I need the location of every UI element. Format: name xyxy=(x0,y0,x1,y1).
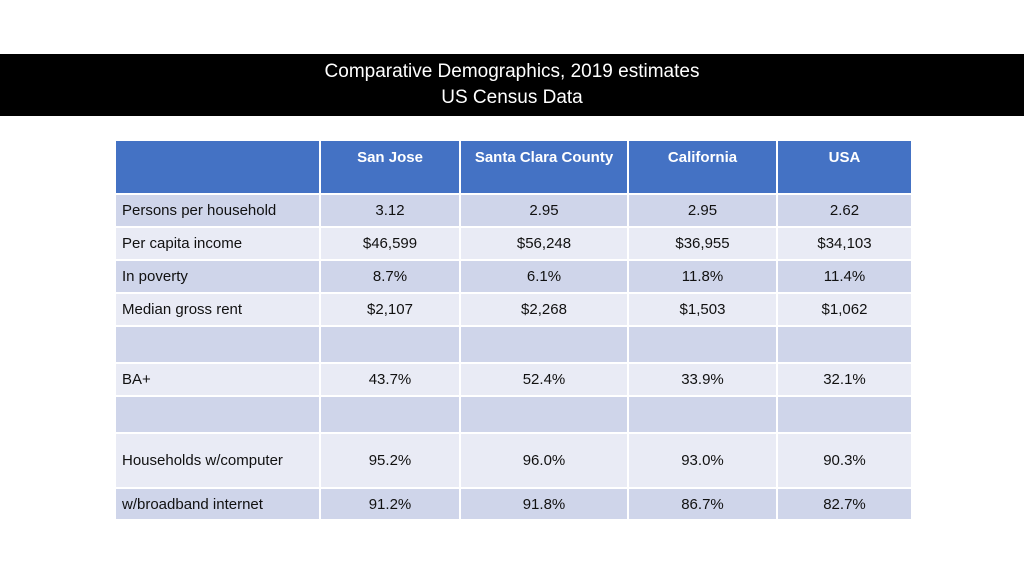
row-label xyxy=(114,325,321,364)
table-row-persons-per-household: Persons per household 3.12 2.95 2.95 2.6… xyxy=(114,193,913,228)
cell-california: 86.7% xyxy=(627,487,778,521)
table-row-broadband-internet: w/broadband internet 91.2% 91.8% 86.7% 8… xyxy=(114,487,913,521)
cell-santa-clara-county: 91.8% xyxy=(459,487,629,521)
cell-usa: 90.3% xyxy=(776,432,913,489)
table-row-spacer xyxy=(114,325,913,364)
table-row-ba-plus: BA+ 43.7% 52.4% 33.9% 32.1% xyxy=(114,362,913,397)
cell-santa-clara-county xyxy=(459,395,629,434)
cell-san-jose: 8.7% xyxy=(319,259,461,294)
table-row-households-with-computer: Households w/computer 95.2% 96.0% 93.0% … xyxy=(114,432,913,489)
header-cell-california: California xyxy=(627,139,778,195)
table-row-spacer xyxy=(114,395,913,434)
row-label: Median gross rent xyxy=(114,292,321,327)
cell-california: 33.9% xyxy=(627,362,778,397)
title-bar: Comparative Demographics, 2019 estimates… xyxy=(0,54,1024,116)
slide-title: Comparative Demographics, 2019 estimates xyxy=(324,61,700,82)
cell-california: $1,503 xyxy=(627,292,778,327)
cell-california: 11.8% xyxy=(627,259,778,294)
table-row-in-poverty: In poverty 8.7% 6.1% 11.8% 11.4% xyxy=(114,259,913,294)
cell-san-jose xyxy=(319,395,461,434)
cell-california xyxy=(627,395,778,434)
slide-subtitle: US Census Data xyxy=(441,87,583,108)
cell-santa-clara-county: $2,268 xyxy=(459,292,629,327)
cell-san-jose: 43.7% xyxy=(319,362,461,397)
cell-california xyxy=(627,325,778,364)
row-label: Persons per household xyxy=(114,193,321,228)
cell-usa: $34,103 xyxy=(776,226,913,261)
cell-usa xyxy=(776,325,913,364)
header-cell-santa-clara-county: Santa Clara County xyxy=(459,139,629,195)
row-label: BA+ xyxy=(114,362,321,397)
row-label: w/broadband internet xyxy=(114,487,321,521)
cell-san-jose: 3.12 xyxy=(319,193,461,228)
cell-santa-clara-county: 96.0% xyxy=(459,432,629,489)
cell-california: 93.0% xyxy=(627,432,778,489)
cell-santa-clara-county: 52.4% xyxy=(459,362,629,397)
cell-usa: 82.7% xyxy=(776,487,913,521)
header-cell-empty xyxy=(114,139,321,195)
header-cell-san-jose: San Jose xyxy=(319,139,461,195)
cell-california: $36,955 xyxy=(627,226,778,261)
cell-santa-clara-county: 6.1% xyxy=(459,259,629,294)
header-cell-usa: USA xyxy=(776,139,913,195)
row-label: Households w/computer xyxy=(114,432,321,489)
table-header-row: San Jose Santa Clara County California U… xyxy=(114,139,913,195)
demographics-table: San Jose Santa Clara County California U… xyxy=(114,139,913,521)
row-label: In poverty xyxy=(114,259,321,294)
cell-santa-clara-county xyxy=(459,325,629,364)
cell-san-jose: 95.2% xyxy=(319,432,461,489)
cell-san-jose: 91.2% xyxy=(319,487,461,521)
cell-usa: 2.62 xyxy=(776,193,913,228)
cell-san-jose: $46,599 xyxy=(319,226,461,261)
table-row-per-capita-income: Per capita income $46,599 $56,248 $36,95… xyxy=(114,226,913,261)
cell-usa: 32.1% xyxy=(776,362,913,397)
cell-san-jose: $2,107 xyxy=(319,292,461,327)
cell-santa-clara-county: 2.95 xyxy=(459,193,629,228)
table-row-median-gross-rent: Median gross rent $2,107 $2,268 $1,503 $… xyxy=(114,292,913,327)
cell-california: 2.95 xyxy=(627,193,778,228)
cell-usa: $1,062 xyxy=(776,292,913,327)
row-label: Per capita income xyxy=(114,226,321,261)
cell-santa-clara-county: $56,248 xyxy=(459,226,629,261)
cell-usa xyxy=(776,395,913,434)
row-label xyxy=(114,395,321,434)
cell-usa: 11.4% xyxy=(776,259,913,294)
cell-san-jose xyxy=(319,325,461,364)
